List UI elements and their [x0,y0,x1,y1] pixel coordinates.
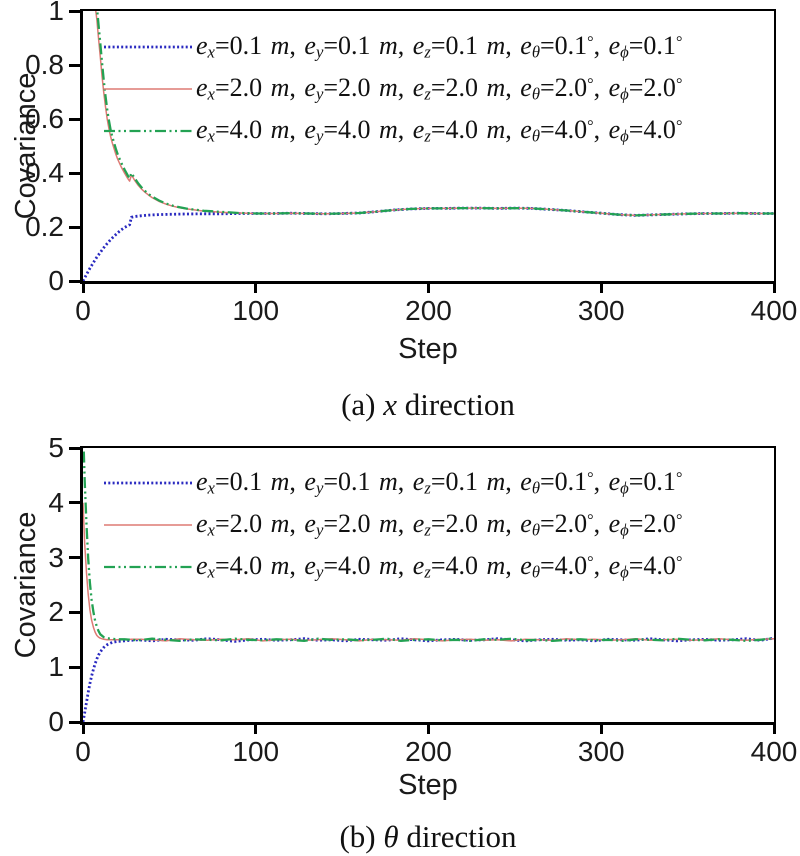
y-tick [69,446,83,450]
caption-prefix: (a) [341,387,384,422]
caption-variable: θ [383,819,399,854]
x-tick-label: 400 [750,295,798,326]
legend-item: ex=2.0 m, ey=2.0 m, ez=2.0 m, eθ=2.0°, e… [104,504,682,546]
legend-label: ex=4.0 m, ey=4.0 m, ez=4.0 m, eθ=4.0°, e… [196,115,683,146]
y-tick [69,117,83,121]
y-tick-label: 5 [48,432,64,463]
x-tick [427,281,430,293]
x-tick-label: 100 [232,295,280,326]
legend: ex=0.1 m, ey=0.1 m, ez=0.1 m, eθ=0.1°, e… [104,26,682,152]
chart-caption: (b) θ direction [228,816,628,856]
x-tick [427,722,430,734]
y-tick [69,225,83,229]
y-tick-label: 0.6 [25,103,64,134]
x-tick-label: 300 [577,736,625,767]
y-tick [69,63,83,67]
legend-label: ex=4.0 m, ey=4.0 m, ez=4.0 m, eθ=4.0°, e… [196,551,683,582]
x-tick-label: 200 [405,736,452,767]
plot-area [80,446,776,725]
y-axis-label: Covariance [10,72,42,220]
x-tick [254,722,258,734]
caption-suffix: direction [398,819,517,854]
legend-label: ex=0.1 m, ey=0.1 m, ez=0.1 m, eθ=0.1°, e… [196,31,683,62]
caption-variable: x [383,387,397,422]
y-tick-label: 0 [48,706,64,737]
y-tick-label: 2 [48,596,64,628]
legend-item: ex=2.0 m, ey=2.0 m, ez=2.0 m, eθ=2.0°, e… [104,68,682,110]
x-axis-label: Step [398,333,458,365]
plot-curves [83,11,774,281]
legend-swatch-line [104,129,192,133]
x-tick-label: 200 [405,295,452,326]
chart-caption: (a) x direction [228,384,628,426]
x-tick [599,722,603,734]
y-tick [69,556,83,560]
y-tick-label: 0.2 [25,211,64,242]
caption-prefix: (b) [339,819,384,854]
legend-item: ex=4.0 m, ey=4.0 m, ez=4.0 m, eθ=4.0°, e… [104,110,682,152]
x-tick [772,281,776,293]
x-tick-label: 0 [75,295,91,326]
legend-swatch-line [104,88,192,90]
y-tick [69,171,83,175]
y-tick-label: 0.8 [25,49,64,80]
plot-curves [83,448,774,722]
legend-swatch-line [104,565,192,569]
caption-suffix: direction [396,387,515,422]
legend-swatch-line [104,481,192,485]
x-tick [254,281,258,293]
legend-label: ex=2.0 m, ey=2.0 m, ez=2.0 m, eθ=2.0°, e… [196,73,683,104]
x-tick [599,281,603,293]
x-tick [81,722,85,734]
legend-item: ex=4.0 m, ey=4.0 m, ez=4.0 m, eθ=4.0°, e… [104,546,682,588]
y-tick-label: 0 [48,265,64,296]
y-tick [69,279,83,283]
y-tick-label: 0.4 [25,157,64,188]
series-line-2.0 [83,502,774,642]
y-tick-label: 1 [48,0,64,26]
y-tick [69,501,83,505]
x-tick [772,722,776,734]
series-line-0.1 [83,206,774,281]
y-tick [69,9,83,13]
x-tick-label: 300 [577,295,625,326]
series-line-2.0 [95,11,774,217]
y-tick-label: 3 [48,541,64,573]
y-tick-label: 1 [48,651,64,683]
x-tick-label: 100 [232,736,280,767]
y-axis-label: Covariance [10,511,42,659]
legend-swatch-line [104,45,192,49]
legend-item: ex=0.1 m, ey=0.1 m, ez=0.1 m, eθ=0.1°, e… [104,462,682,504]
y-tick [69,610,83,614]
y-tick-label: 4 [48,486,64,518]
series-line-0.1 [83,636,774,722]
legend-swatch-line [104,524,192,526]
x-tick-label: 400 [750,736,798,767]
x-tick [81,281,85,293]
legend-label: ex=2.0 m, ey=2.0 m, ez=2.0 m, eθ=2.0°, e… [196,509,683,540]
legend: ex=0.1 m, ey=0.1 m, ez=0.1 m, eθ=0.1°, e… [104,462,682,588]
y-tick [69,720,83,724]
plot-area [80,9,776,284]
series-line-4.0 [96,11,774,217]
legend-item: ex=0.1 m, ey=0.1 m, ez=0.1 m, eθ=0.1°, e… [104,26,682,68]
series-line-4.0 [83,448,774,643]
legend-label: ex=0.1 m, ey=0.1 m, ez=0.1 m, eθ=0.1°, e… [196,467,683,498]
y-tick [69,665,83,669]
x-axis-label: Step [398,769,458,801]
x-tick-label: 0 [75,736,91,767]
